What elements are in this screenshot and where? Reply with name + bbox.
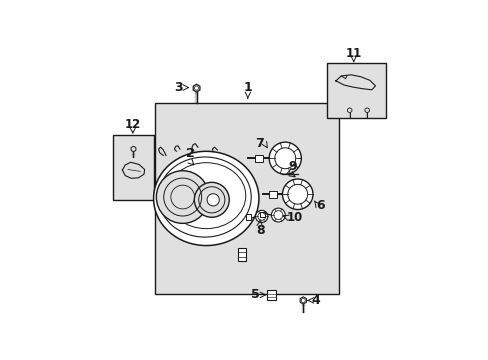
Bar [238, 248, 245, 261]
Circle shape [271, 208, 285, 222]
Bar [245, 214, 250, 220]
Text: 9: 9 [287, 160, 296, 173]
Circle shape [156, 171, 208, 223]
Polygon shape [193, 84, 200, 92]
Bar [260, 212, 265, 217]
Text: 5: 5 [250, 288, 259, 301]
Text: 12: 12 [124, 117, 141, 131]
Text: 7: 7 [255, 137, 264, 150]
Text: 8: 8 [256, 224, 264, 237]
Polygon shape [300, 297, 306, 304]
Text: 1: 1 [243, 81, 252, 94]
Bar [326, 63, 386, 118]
Text: 4: 4 [310, 294, 319, 307]
Polygon shape [254, 155, 263, 162]
Circle shape [268, 142, 301, 174]
Polygon shape [268, 191, 276, 198]
Circle shape [206, 194, 219, 206]
Bar [155, 103, 339, 294]
Circle shape [282, 179, 312, 210]
Circle shape [194, 183, 229, 217]
Ellipse shape [153, 151, 259, 246]
Text: 10: 10 [286, 211, 302, 224]
Text: 3: 3 [174, 81, 183, 94]
Text: 6: 6 [316, 199, 325, 212]
Text: 11: 11 [345, 47, 361, 60]
Bar [113, 135, 153, 200]
Circle shape [255, 210, 267, 222]
Text: 2: 2 [186, 147, 194, 160]
Bar [267, 291, 276, 301]
